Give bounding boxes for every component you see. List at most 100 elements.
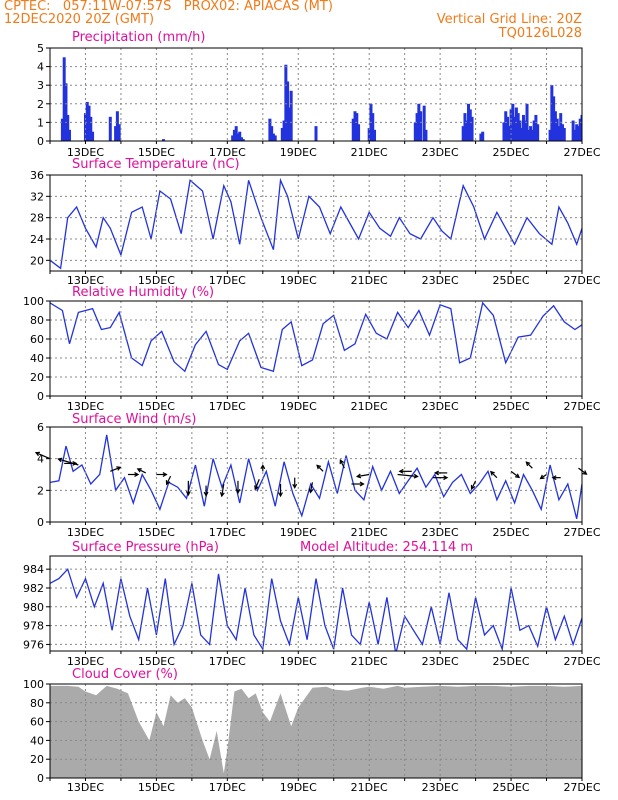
wind-arrow-head bbox=[539, 474, 545, 480]
x-tick-label: 25DEC bbox=[493, 274, 530, 287]
x-tick-label: 23DEC bbox=[422, 526, 459, 539]
precip-bar bbox=[468, 109, 472, 141]
precip-bar bbox=[114, 126, 118, 141]
panel-frame-wind bbox=[49, 426, 583, 523]
wind-arrow bbox=[339, 459, 345, 469]
y-tick-label: 5 bbox=[37, 42, 44, 55]
precip-bar bbox=[234, 126, 238, 141]
y-tick-label: 100 bbox=[23, 678, 44, 691]
y-tick-label: 2 bbox=[37, 484, 44, 497]
precip-bar bbox=[236, 133, 240, 141]
plot-area-temp bbox=[50, 177, 582, 270]
wind-arrow bbox=[137, 468, 147, 474]
precip-bar bbox=[560, 124, 564, 141]
panel-title-wind: Surface Wind (m/s) bbox=[72, 412, 196, 427]
y-tick-label: 978 bbox=[23, 620, 44, 633]
x-tick-label: 21DEC bbox=[351, 146, 388, 159]
x-tick-label: 17DEC bbox=[209, 274, 246, 287]
wind-arrow bbox=[58, 458, 79, 466]
series-line-pressure bbox=[50, 567, 582, 651]
x-tick-label: 17DEC bbox=[209, 781, 246, 794]
wind-arrow bbox=[397, 473, 418, 478]
precip-bar bbox=[240, 137, 244, 141]
x-tick-label: 23DEC bbox=[422, 400, 459, 413]
precip-bar bbox=[83, 113, 87, 141]
precip-bar bbox=[511, 103, 515, 141]
wind-arrow-head bbox=[316, 464, 322, 470]
precip-bar bbox=[580, 114, 582, 141]
precip-bar bbox=[536, 124, 540, 141]
header-grid-line: Vertical Grid Line: 20Z bbox=[436, 12, 582, 27]
precip-bar bbox=[516, 113, 520, 141]
precip-bar bbox=[463, 113, 467, 141]
precip-bar bbox=[287, 107, 291, 141]
plot-area-rh bbox=[50, 301, 582, 373]
wind-arrow-head bbox=[203, 491, 209, 497]
precip-bar bbox=[289, 90, 293, 141]
x-tick-label: 15DEC bbox=[138, 781, 175, 794]
precip-bar bbox=[559, 113, 563, 141]
x-tick-label: 23DEC bbox=[422, 274, 459, 287]
precip-bar bbox=[373, 129, 377, 141]
x-tick-label: 19DEC bbox=[280, 146, 317, 159]
wind-arrow-head bbox=[136, 468, 142, 473]
x-tick-label: 25DEC bbox=[493, 400, 530, 413]
y-tick-label: 20 bbox=[30, 753, 44, 766]
precip-bar bbox=[513, 116, 517, 141]
x-tick-label: 21DEC bbox=[351, 274, 388, 287]
panel-rh: Relative Humidity (%) 0 20 40 60 80 100 13DEC 15… bbox=[23, 285, 601, 413]
y-tick-label: 3 bbox=[37, 79, 44, 92]
x-tick-label: 27DEC bbox=[563, 781, 600, 794]
x-tick-label: 27DEC bbox=[563, 526, 600, 539]
wind-arrow bbox=[110, 466, 121, 472]
wind-arrow bbox=[309, 482, 314, 493]
precip-bar bbox=[357, 124, 361, 141]
precip-bar bbox=[552, 96, 556, 141]
x-tick-label: 15DEC bbox=[138, 400, 175, 413]
precip-bar bbox=[87, 105, 91, 141]
precip-bar bbox=[241, 139, 245, 141]
precip-bar bbox=[115, 111, 119, 141]
precip-bar bbox=[575, 124, 579, 141]
wind-arrow-head bbox=[525, 461, 531, 467]
panel-title-rh: Relative Humidity (%) bbox=[72, 285, 214, 300]
y-tick-label: 20 bbox=[30, 254, 44, 267]
wind-arrow bbox=[471, 480, 477, 490]
x-tick-label: 15DEC bbox=[138, 146, 175, 159]
precip-bar bbox=[273, 135, 277, 141]
x-tick-label: 27DEC bbox=[563, 400, 600, 413]
header-date: 12DEC2020 20Z (GMT) bbox=[4, 12, 155, 27]
panel-wind: Surface Wind (m/s) 0 2 4 6 13DEC 15DEC 17DEC 19D… bbox=[34, 412, 601, 539]
wind-arrow bbox=[254, 479, 260, 490]
precip-bar bbox=[461, 126, 465, 141]
precip-bar bbox=[523, 120, 527, 141]
grid-temp bbox=[50, 175, 582, 271]
wind-arrow-head bbox=[582, 470, 588, 475]
precip-bar bbox=[284, 64, 288, 141]
wind-arrow-head bbox=[308, 488, 314, 494]
precip-bar bbox=[270, 126, 274, 141]
precip-bar bbox=[509, 109, 513, 141]
x-tick-label: 13DEC bbox=[67, 146, 104, 159]
precip-bar bbox=[351, 118, 355, 141]
y-tick-label: 976 bbox=[23, 638, 44, 651]
precip-bar bbox=[521, 114, 525, 141]
precip-bar bbox=[89, 116, 93, 141]
precip-bar bbox=[502, 122, 506, 141]
wind-arrow-head bbox=[116, 466, 122, 471]
x-tick-label: 25DEC bbox=[493, 146, 530, 159]
precip-bar bbox=[514, 107, 518, 141]
precip-bar bbox=[231, 135, 235, 141]
precip-bar bbox=[286, 81, 290, 141]
grid-rh bbox=[50, 301, 582, 396]
precip-bar bbox=[530, 129, 534, 141]
wind-arrow-head bbox=[57, 457, 63, 463]
precip-bar bbox=[548, 129, 552, 141]
panel-title-precip: Precipitation (mm/h) bbox=[72, 30, 205, 45]
y-tick-label: 28 bbox=[30, 212, 44, 225]
y-tick-label: 60 bbox=[30, 333, 44, 346]
y-tick-label: 984 bbox=[23, 563, 44, 576]
wind-arrow-head bbox=[162, 472, 168, 477]
precip-bar bbox=[413, 122, 417, 141]
wind-arrow-head bbox=[398, 468, 404, 474]
